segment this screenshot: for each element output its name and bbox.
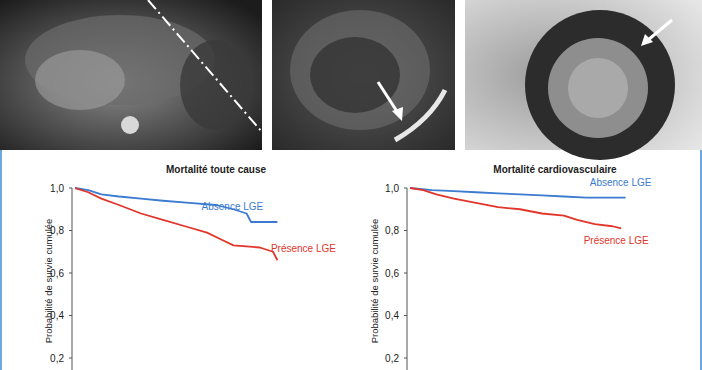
y-tick <box>404 315 407 316</box>
y-axis <box>72 188 73 370</box>
mri-left <box>0 0 262 150</box>
y-tick <box>69 188 72 189</box>
mri-shape <box>310 37 400 113</box>
y-tick <box>69 273 72 274</box>
mri-shape <box>395 90 445 140</box>
chart: Mortalité cardiovasculaire Probabilité de… <box>369 164 652 370</box>
y-tick-label: 0,6 <box>385 268 399 279</box>
chart: Mortalité toute cause Probabilité de surv… <box>43 164 336 370</box>
mri-middle <box>272 0 455 150</box>
y-tick <box>69 230 72 231</box>
y-tick-label: 0,2 <box>50 353 64 364</box>
mri-shape <box>35 50 125 110</box>
y-axis-label: Probabilité de survie cumulée <box>43 219 54 344</box>
arrow <box>378 82 398 113</box>
y-tick-label: 1,0 <box>50 183 64 194</box>
y-tick <box>404 358 407 359</box>
y-axis <box>407 188 408 370</box>
mri-panels <box>0 0 702 160</box>
y-tick <box>404 188 407 189</box>
y-tick-label: 0,4 <box>50 310 64 321</box>
mri-shape <box>180 40 250 130</box>
plot-area <box>75 188 277 260</box>
plot-area <box>410 188 626 228</box>
mri-shape <box>121 116 139 134</box>
mri-shape <box>548 38 648 138</box>
survival-curve <box>75 188 277 260</box>
mri-shape <box>290 10 430 130</box>
mri-shape <box>525 10 675 160</box>
survival-curve <box>410 188 621 228</box>
series-label: Absence LGE <box>202 201 264 212</box>
y-tick <box>69 315 72 316</box>
frame <box>1 150 701 370</box>
series-label: Présence LGE <box>271 243 336 254</box>
arrow-head <box>392 107 403 121</box>
slice-line <box>148 0 262 132</box>
y-tick-label: 0,2 <box>385 353 399 364</box>
y-axis-label: Probabilité de survie cumulée <box>369 219 380 344</box>
series-label: Absence LGE <box>590 177 652 188</box>
y-tick-label: 0,4 <box>385 310 399 321</box>
arrow <box>648 20 672 40</box>
figure: Mortalité toute cause Probabilité de surv… <box>0 0 702 370</box>
y-tick-label: 0,6 <box>50 268 64 279</box>
y-tick-label: 1,0 <box>385 183 399 194</box>
y-tick <box>69 358 72 359</box>
y-tick <box>404 230 407 231</box>
arrow-head <box>641 34 653 46</box>
survival-curve <box>75 188 277 222</box>
mri-shape <box>568 58 628 118</box>
chart-title: Mortalité cardiovasculaire <box>493 164 617 175</box>
y-tick-label: 0,8 <box>385 225 399 236</box>
series-label: Présence LGE <box>584 235 649 246</box>
chart-title: Mortalité toute cause <box>166 164 266 175</box>
y-tick-label: 0,8 <box>50 225 64 236</box>
y-tick <box>404 273 407 274</box>
